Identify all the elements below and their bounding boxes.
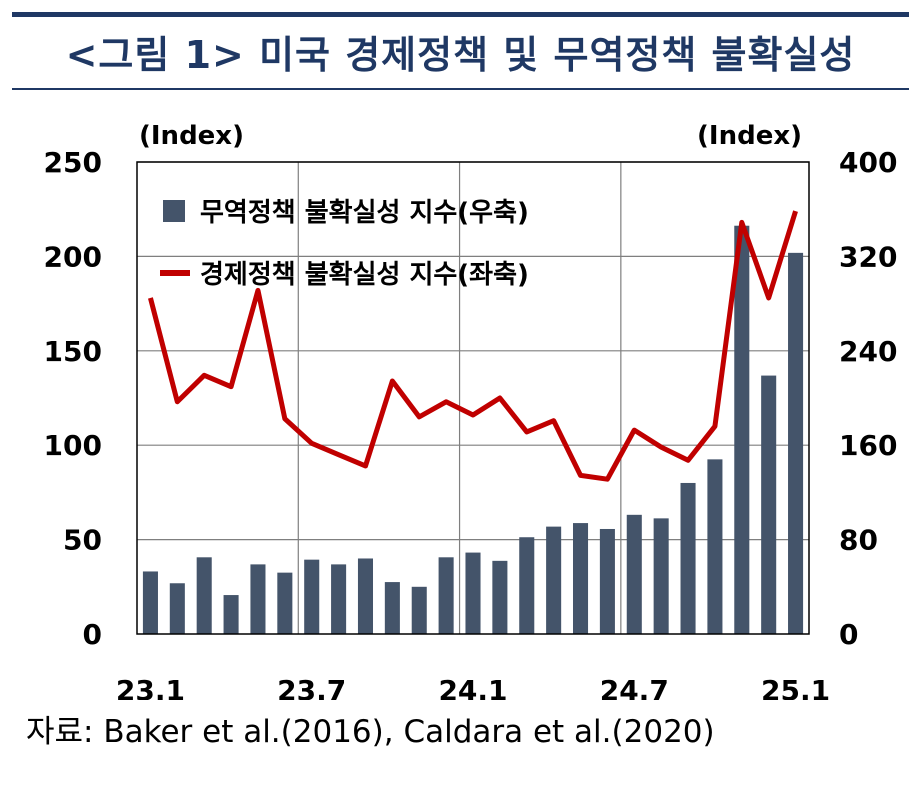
right-tick-label: 80 <box>839 524 878 557</box>
bar-23.10 <box>384 582 400 634</box>
bar-24.2 <box>492 560 508 634</box>
bar-23.9 <box>357 558 374 634</box>
bar-24.7 <box>626 514 642 634</box>
bar-23.6 <box>277 572 293 634</box>
left-tick-label: 100 <box>44 429 102 462</box>
epu-line <box>148 210 798 482</box>
right-tick-label: 400 <box>839 146 897 179</box>
right-axis-unit: (Index) <box>697 121 802 151</box>
bar-23.5 <box>250 564 266 634</box>
x-tick-label: 23.7 <box>277 674 346 700</box>
left-tick-label: 150 <box>44 335 102 368</box>
left-tick-label: 250 <box>44 146 102 179</box>
title-bottom-rule <box>12 88 909 90</box>
left-axis-unit: (Index) <box>139 121 244 151</box>
right-tick-label: 320 <box>839 240 897 273</box>
x-tick-label: 24.7 <box>600 674 669 700</box>
legend-line-label: 경제정책 불확실성 지수(좌축) <box>200 260 529 290</box>
bar-23.3 <box>196 557 212 634</box>
chart: 0 50 100 150 200 250 0 80 160 240 320 400 23.1 23.7 24… <box>44 121 898 700</box>
bar-23.1 <box>142 571 158 634</box>
bar-24.6 <box>599 528 615 634</box>
legend-bar-label: 무역정책 불확실성 지수(우축) <box>200 198 529 228</box>
bar-24.10 <box>707 459 723 634</box>
figure-title: <그림 1> 미국 경제정책 및 무역정책 불확실성 <box>65 33 856 77</box>
bar-24.4 <box>546 526 562 634</box>
bar-24.1 <box>465 552 481 634</box>
left-tick-label: 50 <box>63 524 102 557</box>
bar-23.2 <box>169 583 185 634</box>
bar-24.11 <box>734 225 750 634</box>
x-tick-label: 25.1 <box>761 674 830 700</box>
bar-23.4 <box>223 595 239 634</box>
title-top-rule <box>12 12 909 17</box>
x-tick-label: 23.1 <box>116 674 185 700</box>
left-tick-label: 0 <box>83 618 102 651</box>
bar-23.7 <box>304 559 320 634</box>
source-note: 자료: Baker et al.(2016), Caldara et al.(2… <box>26 714 715 750</box>
legend-bar-swatch <box>163 200 185 222</box>
bar-24.3 <box>519 537 535 634</box>
right-tick-label: 0 <box>839 618 858 651</box>
bar-23.8 <box>331 564 347 634</box>
right-tick-label: 240 <box>839 335 897 368</box>
bar-23.11 <box>411 586 427 634</box>
bar-24.8 <box>653 518 669 634</box>
bar-24.5 <box>572 523 589 634</box>
right-tick-label: 160 <box>839 429 897 462</box>
bar-25.1 <box>788 252 804 635</box>
bar-23.12 <box>438 557 454 634</box>
left-tick-label: 200 <box>44 240 102 273</box>
bar-24.12 <box>761 375 777 634</box>
plot-frame <box>136 161 810 635</box>
x-tick-label: 24.1 <box>438 674 507 700</box>
bar-24.9 <box>680 482 696 634</box>
